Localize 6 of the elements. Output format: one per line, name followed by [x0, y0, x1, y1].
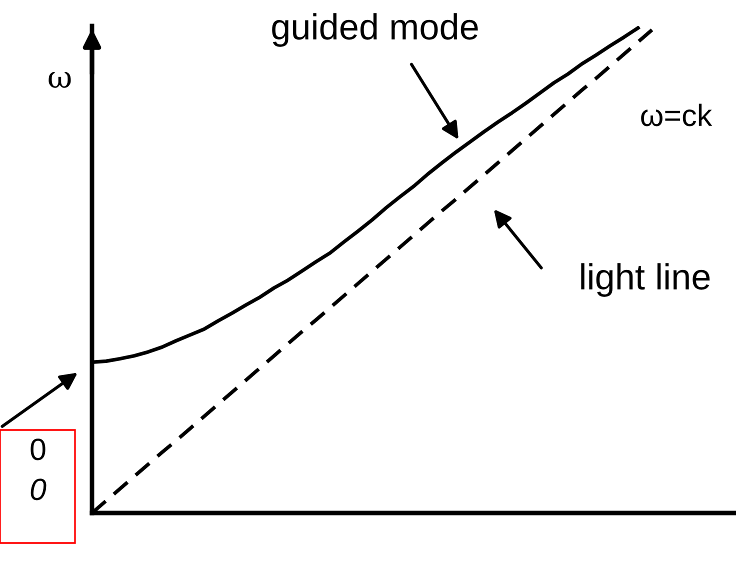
annotation: light line [581, 263, 710, 297]
text: 0 [30, 438, 46, 460]
annotation: ω=ck [641, 104, 712, 126]
text: 0 [30, 478, 46, 500]
annotation: guided mode [272, 13, 478, 47]
y-axis-title: ω [48, 72, 71, 88]
